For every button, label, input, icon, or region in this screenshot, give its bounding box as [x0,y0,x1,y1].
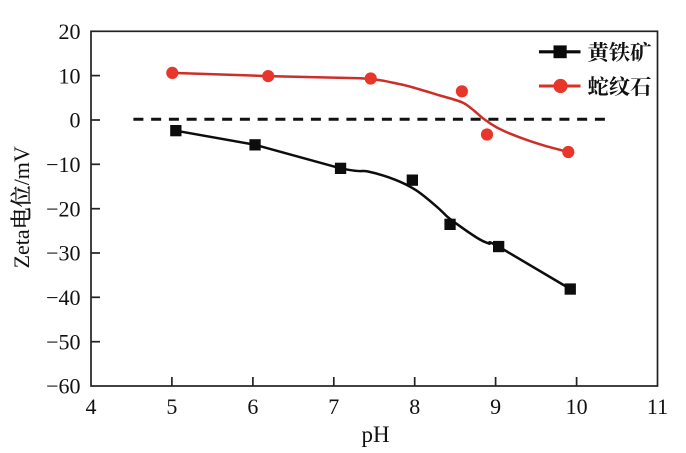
svg-text:6: 6 [247,394,258,419]
svg-text:9: 9 [490,394,501,419]
svg-text:5: 5 [166,394,177,419]
svg-text:0: 0 [70,108,81,133]
svg-text:−10: −10 [46,152,80,177]
svg-text:10: 10 [59,63,81,88]
svg-text:−30: −30 [46,241,80,266]
svg-text:−40: −40 [46,285,80,310]
svg-text:Zeta: Zeta [9,229,34,268]
svg-text:4: 4 [86,394,97,419]
svg-text:pH: pH [361,422,389,447]
svg-text:11: 11 [647,394,668,419]
svg-text:8: 8 [409,394,420,419]
svg-text:−20: −20 [46,196,80,221]
svg-text:7: 7 [328,394,339,419]
svg-text:10: 10 [566,394,588,419]
svg-text:−60: −60 [46,374,80,399]
svg-text:/mV: /mV [9,146,34,185]
svg-text:−50: −50 [46,329,80,354]
svg-text:20: 20 [59,19,81,44]
